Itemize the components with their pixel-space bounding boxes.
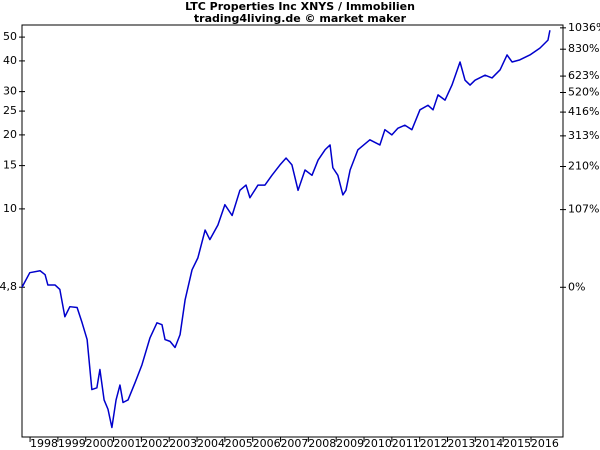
x-tick-label: 2001: [113, 437, 141, 450]
x-tick-label: 2013: [447, 437, 475, 450]
y2-tick-label: 0%: [568, 280, 585, 293]
y-tick-label: 40: [3, 54, 17, 67]
chart-title: LTC Properties Inc XNYS / Immobilien: [185, 0, 415, 13]
x-tick-label: 1999: [58, 437, 86, 450]
y-tick-label: 20: [3, 128, 17, 141]
x-tick-label: 2003: [169, 437, 197, 450]
x-tick-label: 2006: [253, 437, 281, 450]
price-line: [21, 30, 551, 429]
x-tick-label: 1998: [30, 437, 58, 450]
x-tick-label: 2015: [503, 437, 531, 450]
x-tick-label: 2004: [197, 437, 225, 450]
plot-frame: [21, 24, 564, 438]
y2-tick-label: 623%: [568, 69, 599, 82]
y-tick-label: 50: [3, 30, 17, 43]
y-tick-label: 15: [3, 159, 17, 172]
y2-tick-label: 520%: [568, 85, 599, 98]
x-tick-label: 2016: [531, 437, 559, 450]
y2-tick-label: 830%: [568, 42, 599, 55]
y-tick-label: 30: [3, 85, 17, 98]
x-tick-label: 2007: [280, 437, 308, 450]
y2-tick-label: 107%: [568, 203, 599, 216]
x-tick-label: 2011: [392, 437, 420, 450]
y-tick-label: 25: [3, 104, 17, 117]
y-tick-label: 4,8: [0, 280, 17, 293]
y2-tick-label: 416%: [568, 105, 599, 118]
x-tick-label: 2008: [308, 437, 336, 450]
y2-tick-label: 1036%: [568, 21, 600, 34]
x-tick-label: 2009: [336, 437, 364, 450]
x-tick-label: 2012: [420, 437, 448, 450]
y2-tick-label: 210%: [568, 159, 599, 172]
y-tick-label: 10: [3, 202, 17, 215]
x-tick-label: 2005: [225, 437, 253, 450]
x-tick-label: 2000: [86, 437, 114, 450]
x-tick-label: 2002: [141, 437, 169, 450]
chart-subtitle: trading4living.de © market maker: [194, 12, 407, 25]
y2-tick-label: 313%: [568, 129, 599, 142]
x-tick-label: 2014: [475, 437, 503, 450]
x-tick-label: 2010: [364, 437, 392, 450]
